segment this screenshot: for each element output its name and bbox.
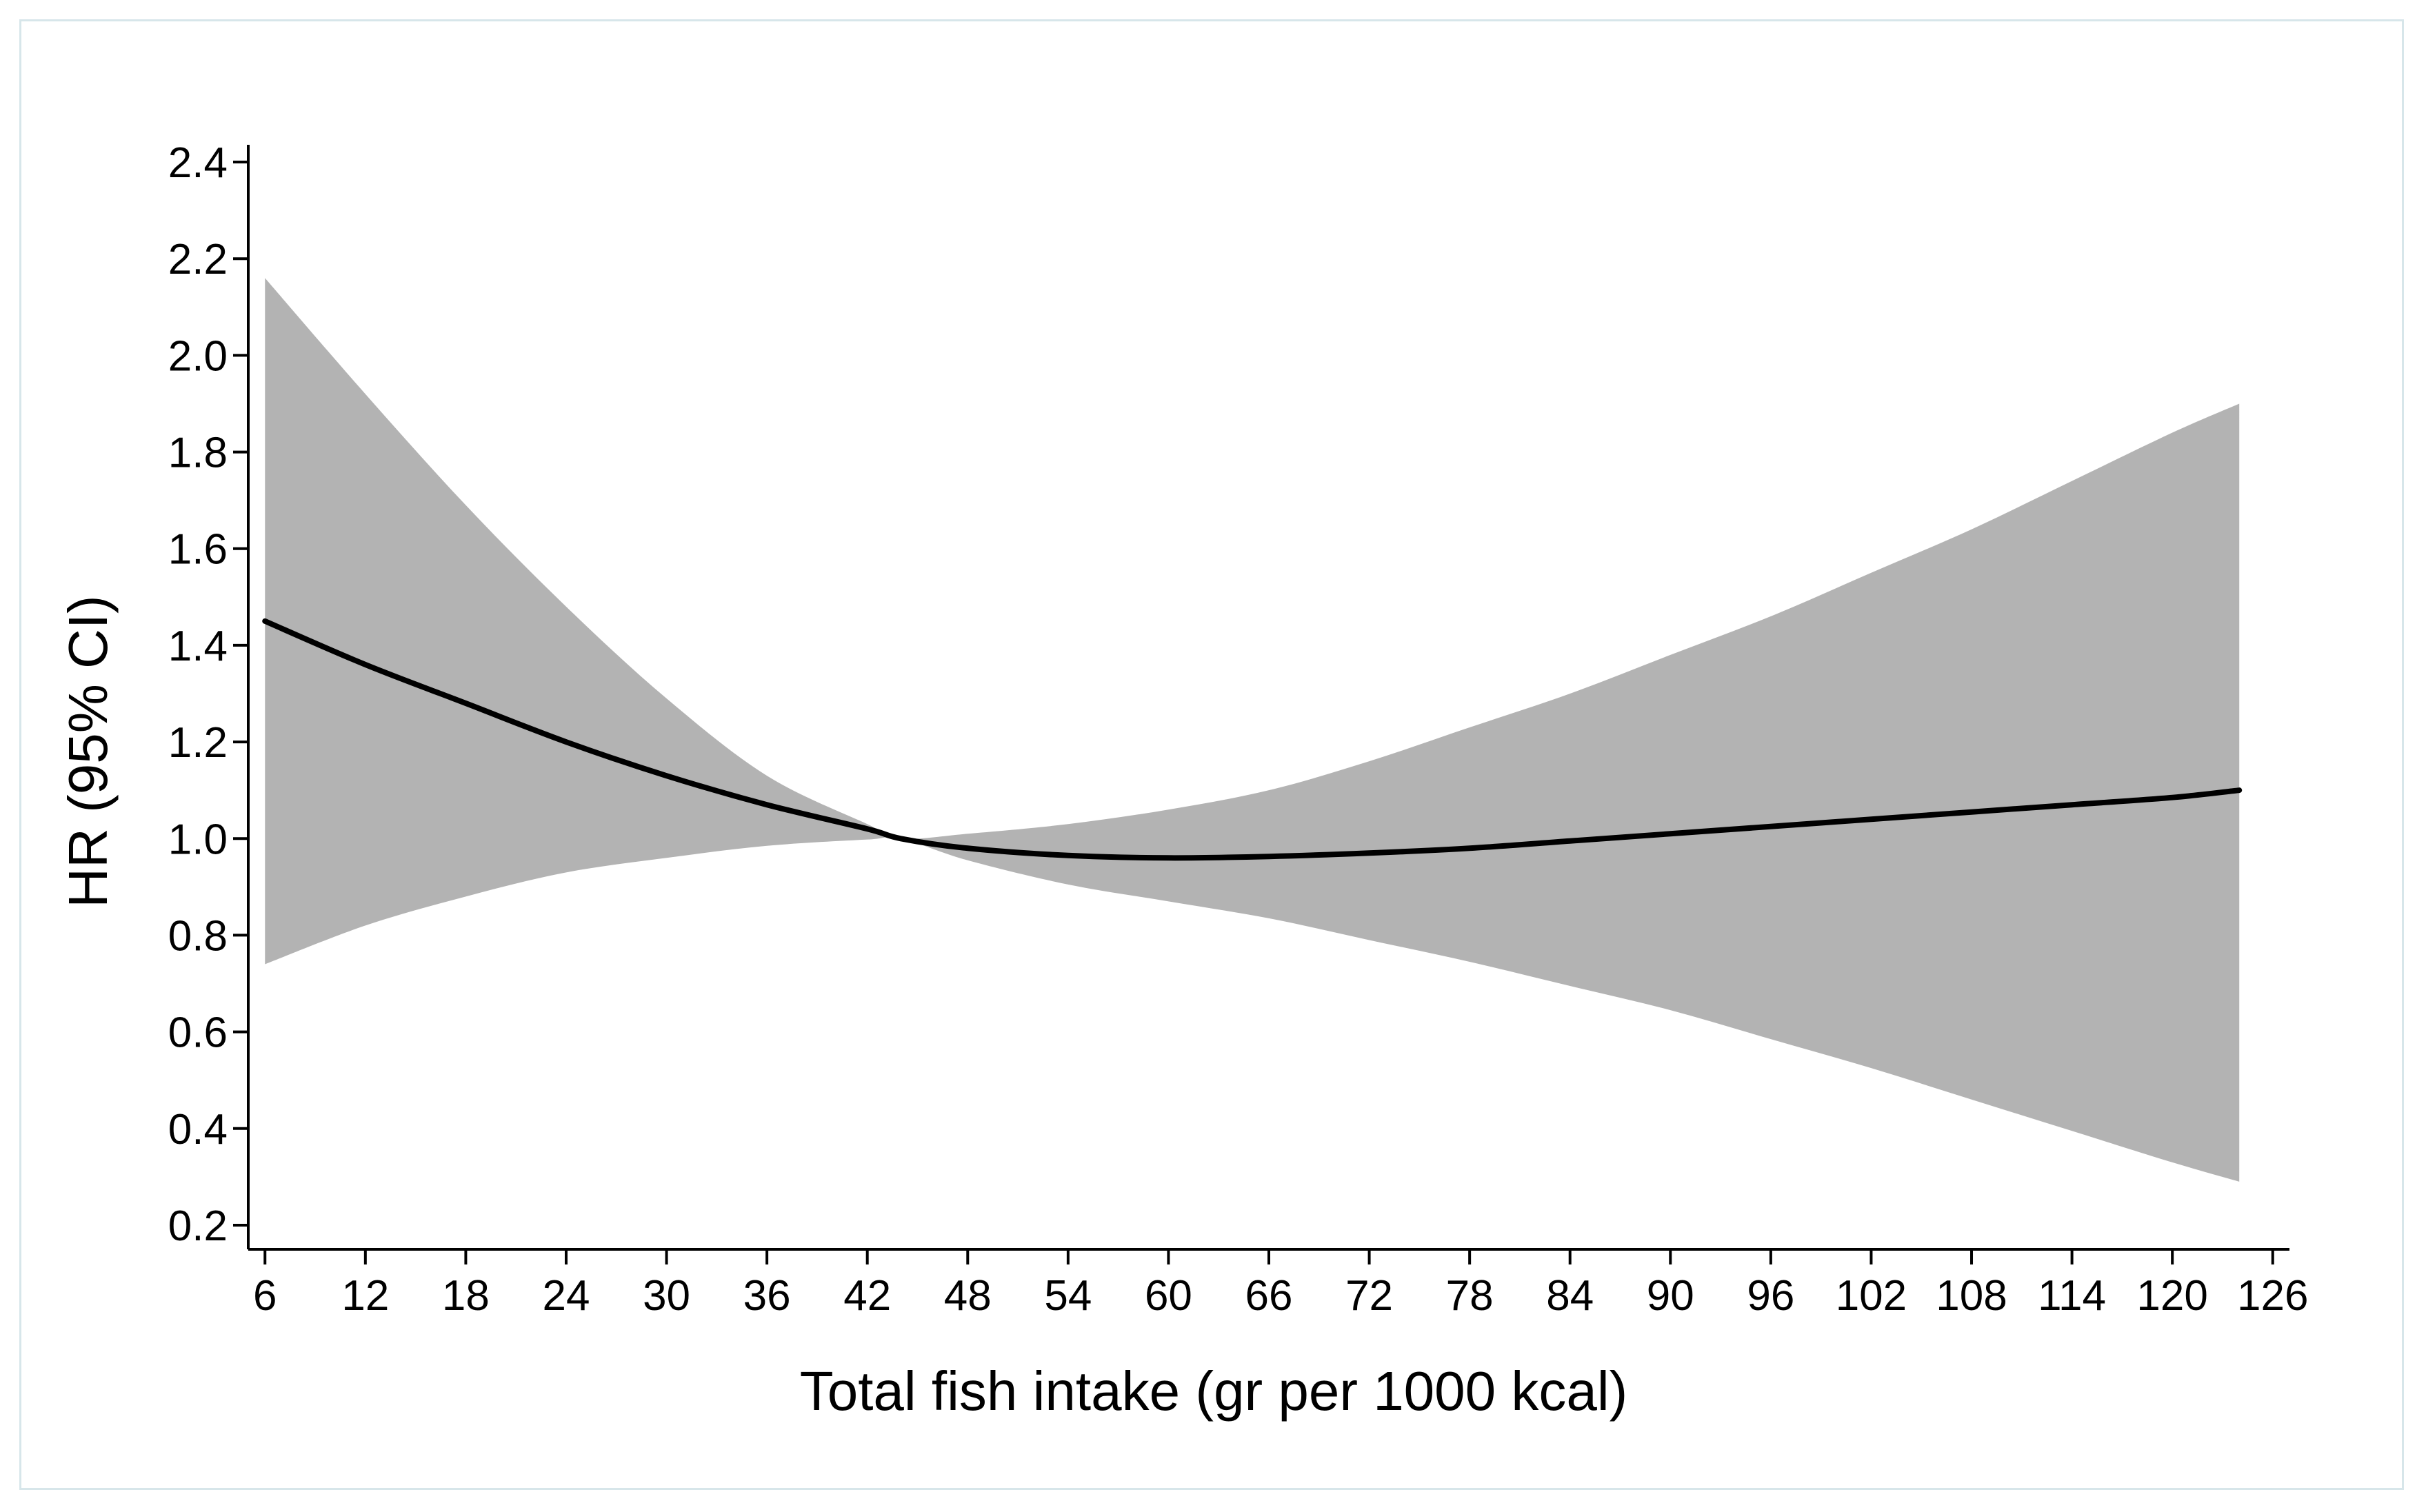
x-tick-label: 108 — [1936, 1272, 2007, 1320]
x-tick-label: 12 — [341, 1272, 389, 1320]
x-tick-label: 48 — [944, 1272, 992, 1320]
x-tick-label: 102 — [1836, 1272, 1907, 1320]
x-tick-label: 42 — [843, 1272, 891, 1320]
x-tick-label: 126 — [2237, 1272, 2308, 1320]
x-tick-label: 30 — [643, 1272, 690, 1320]
x-tick-label: 114 — [2038, 1272, 2106, 1320]
x-tick-label: 36 — [743, 1272, 791, 1320]
x-tick-label: 18 — [442, 1272, 490, 1320]
y-tick-label: 1.2 — [168, 719, 228, 767]
y-tick-label: 0.2 — [168, 1202, 228, 1250]
y-tick-label: 1.6 — [168, 526, 228, 574]
x-tick-label: 72 — [1345, 1272, 1393, 1320]
ticks-layer: 0.2 0.4 0.6 0.8 1.0 1.2 1.4 1.6 1.8 2.0 2.2 2.4 6 12 1… — [168, 139, 2309, 1320]
x-tick-label: 66 — [1245, 1272, 1293, 1320]
y-tick-label: 2.0 — [168, 332, 228, 380]
x-tick-label: 84 — [1546, 1272, 1594, 1320]
y-tick-label: 1.8 — [168, 430, 228, 477]
y-tick-label: 2.4 — [168, 139, 228, 187]
y-tick-label: 0.8 — [168, 912, 228, 960]
y-tick-label: 1.4 — [168, 623, 228, 670]
y-tick-label: 1.0 — [168, 816, 228, 863]
x-tick-label: 78 — [1446, 1272, 1494, 1320]
hr-line — [262, 618, 2243, 861]
x-tick-label: 6 — [253, 1272, 277, 1320]
hr-line-layer — [262, 618, 2243, 861]
y-axis-title: HR (95% CI) — [57, 595, 119, 907]
x-tick-label: 96 — [1747, 1272, 1794, 1320]
x-tick-label: 60 — [1145, 1272, 1192, 1320]
y-tick-label: 0.4 — [168, 1106, 228, 1153]
x-axis-title: Total fish intake (gr per 1000 kcal) — [800, 1360, 1628, 1422]
y-tick-label: 2.2 — [168, 236, 228, 283]
x-tick-label: 90 — [1647, 1272, 1694, 1320]
confidence-band — [265, 278, 2240, 1182]
x-tick-label: 24 — [542, 1272, 590, 1320]
x-tick-label: 120 — [2136, 1272, 2207, 1320]
y-tick-label: 0.6 — [168, 1009, 228, 1057]
x-tick-label: 54 — [1044, 1272, 1092, 1320]
confidence-band-layer — [265, 278, 2240, 1182]
